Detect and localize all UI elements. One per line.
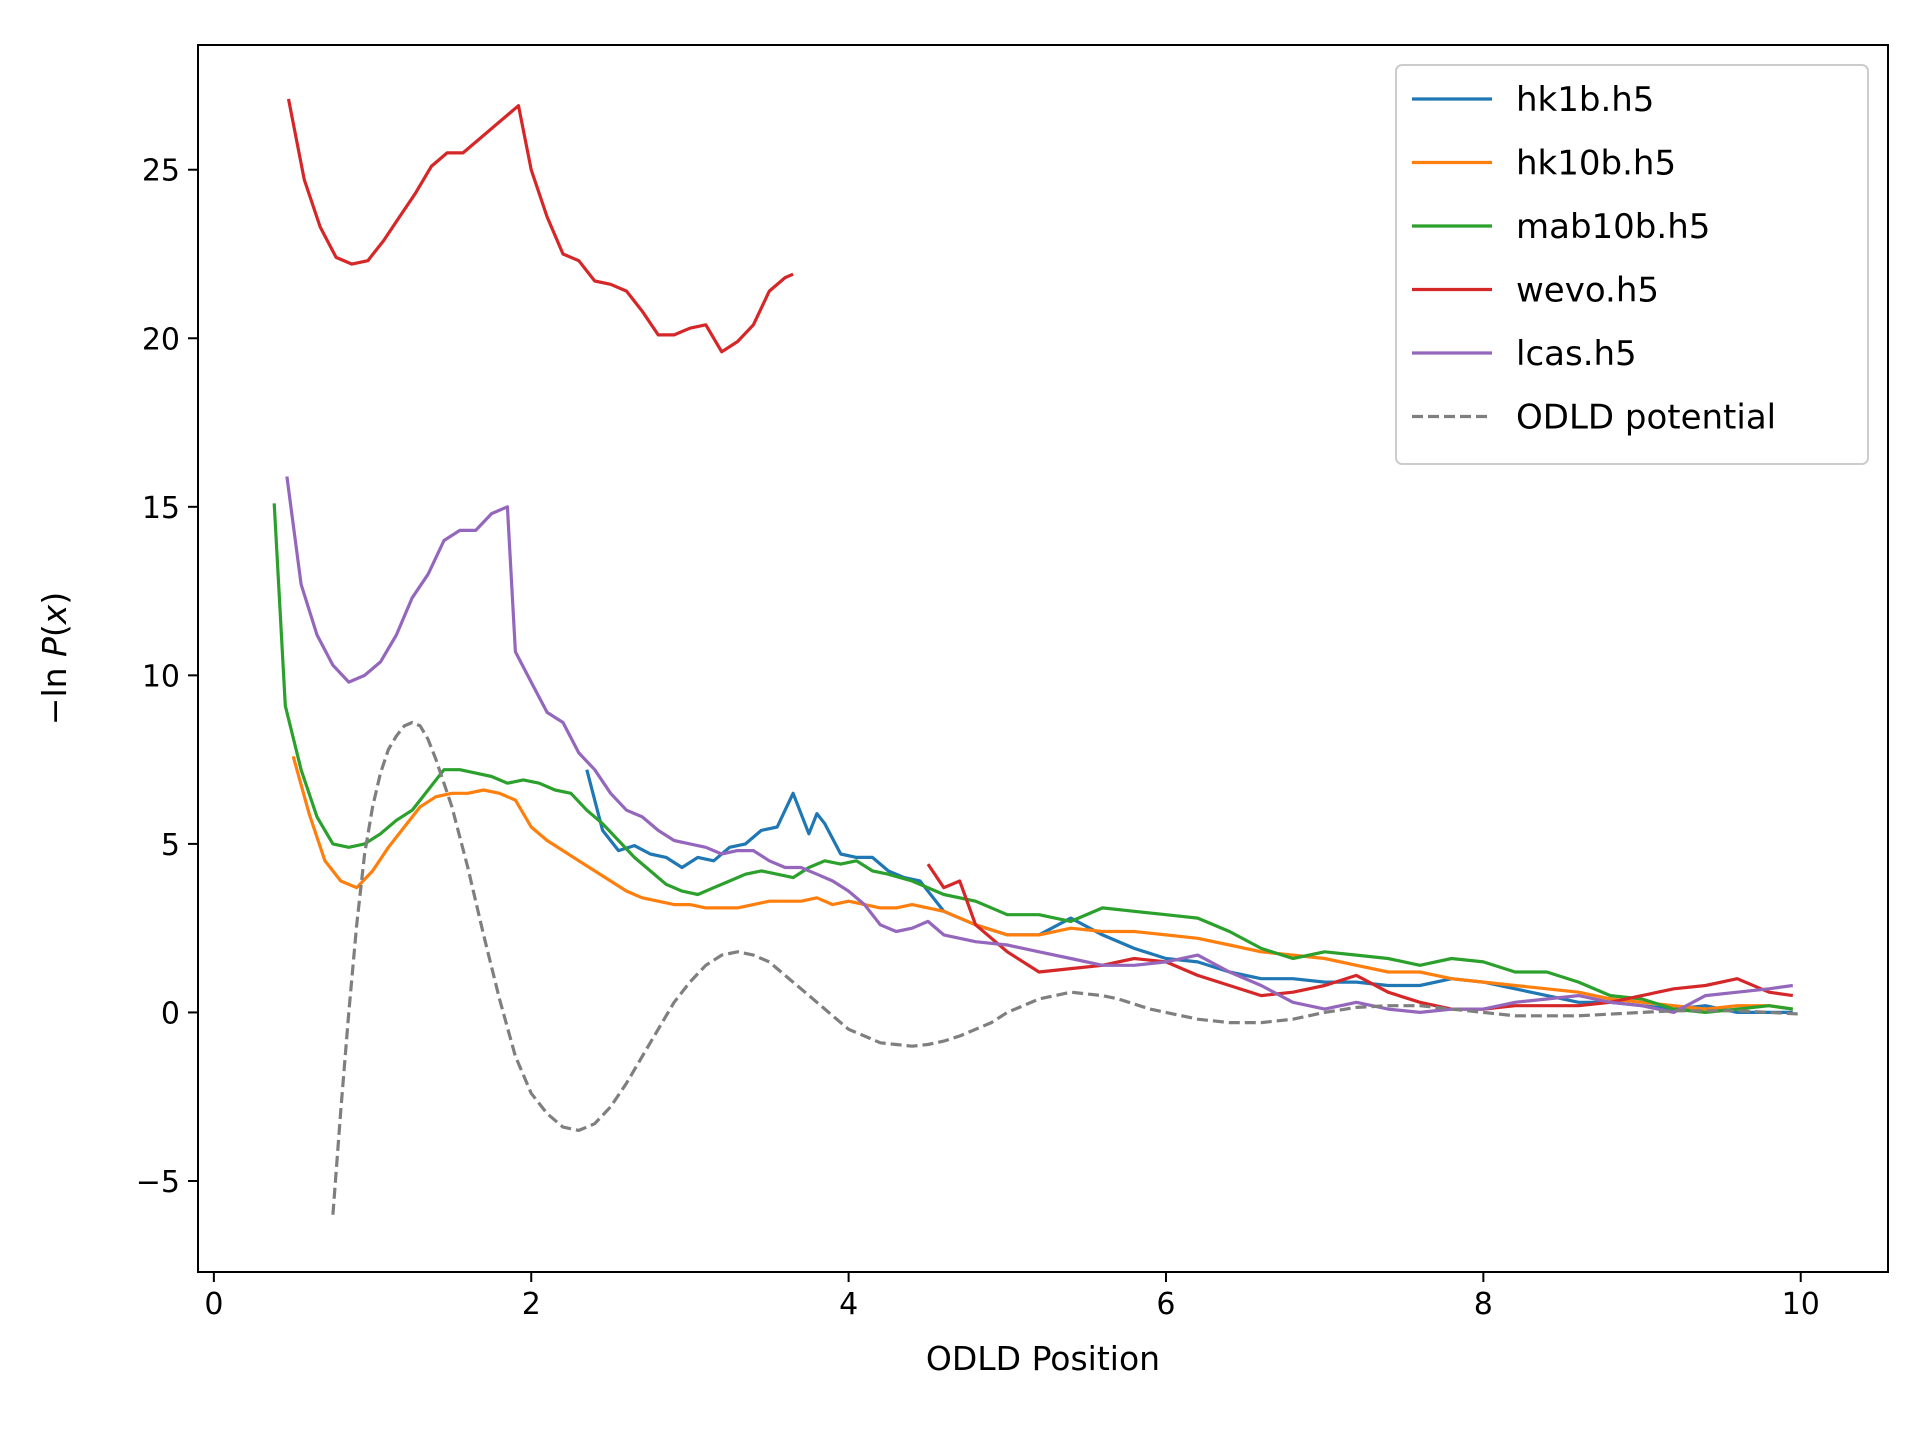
series-line-odld-potential [331, 720, 1801, 1215]
y-tick-label: −5 [136, 1165, 180, 1200]
y-axis-label: −ln P(x) [35, 592, 74, 725]
x-tick-label: 2 [522, 1287, 541, 1322]
y-tick-label: 10 [142, 659, 180, 694]
y-tick-label: 25 [142, 154, 180, 189]
y-tick-label: 5 [161, 828, 180, 863]
series-layer [272, 98, 1801, 1215]
series-line-lcas-h5 [285, 476, 1794, 1014]
series-line-wevo-h5 [286, 98, 794, 354]
legend-label-hk1b-h5: hk1b.h5 [1516, 80, 1654, 120]
x-tick-label: 4 [839, 1287, 858, 1322]
axes-layer: 0 2 4 6 8 10 −5 0 5 10 15 20 25 [136, 154, 1820, 1322]
x-tick-label: 10 [1782, 1287, 1820, 1322]
legend-label-odld-potential: ODLD potential [1516, 398, 1776, 438]
legend-label-hk10b-h5: hk10b.h5 [1516, 144, 1676, 184]
y-tick-label: 20 [142, 322, 180, 357]
legend-label-mab10b-h5: mab10b.h5 [1516, 207, 1710, 247]
x-tick-label: 6 [1156, 1287, 1175, 1322]
x-tick-label: 0 [204, 1287, 223, 1322]
x-tick-label: 8 [1474, 1287, 1493, 1322]
series-line-mab10b-h5 [272, 503, 1794, 1014]
legend-label-lcas-h5: lcas.h5 [1516, 334, 1637, 374]
series-line-wevo-h5 [926, 863, 1794, 1011]
x-axis-label: ODLD Position [926, 1339, 1160, 1378]
legend-box [1395, 64, 1869, 465]
y-tick-label: 0 [161, 996, 180, 1031]
legend-label-wevo-h5: wevo.h5 [1516, 271, 1659, 311]
plot-frame [197, 44, 1889, 1273]
y-tick-label: 15 [142, 491, 180, 526]
series-line-hk10b-h5 [291, 755, 1794, 1011]
legend: hk1b.h5 hk10b.h5 mab10b.h5 wevo.h5 lcas.h5 OD… [1395, 64, 1869, 465]
